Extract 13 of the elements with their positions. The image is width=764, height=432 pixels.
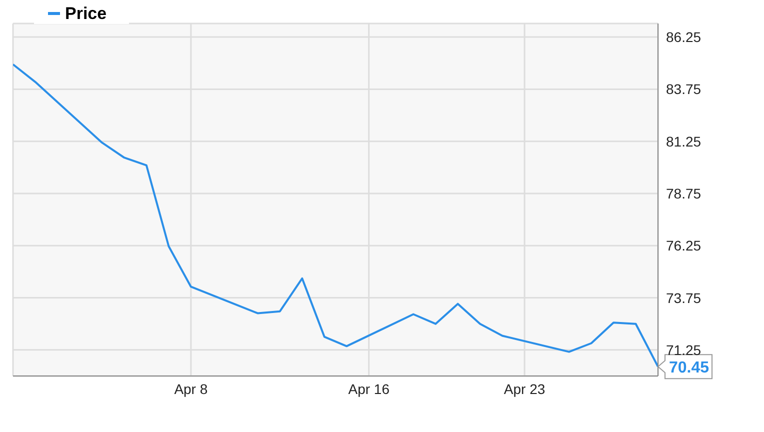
y-tick-label: 78.75 <box>666 185 702 202</box>
legend-label: Price <box>64 4 107 24</box>
y-tick-label: 73.75 <box>666 290 702 306</box>
x-tick-label: Apr 8 <box>174 380 208 397</box>
annotation: 70.45 <box>669 360 710 377</box>
y-tick-label: 81.25 <box>666 133 702 150</box>
x-tick-label: Apr 16 <box>348 380 390 397</box>
line-series <box>13 63 658 368</box>
y-tick-label: 71.25 <box>666 342 702 358</box>
y-tick-label: 86.25 <box>666 29 702 46</box>
y-tick-label: 83.75 <box>666 81 702 98</box>
y-tick-label: 76.25 <box>666 238 702 254</box>
x-tick-label: Apr 23 <box>504 380 546 397</box>
